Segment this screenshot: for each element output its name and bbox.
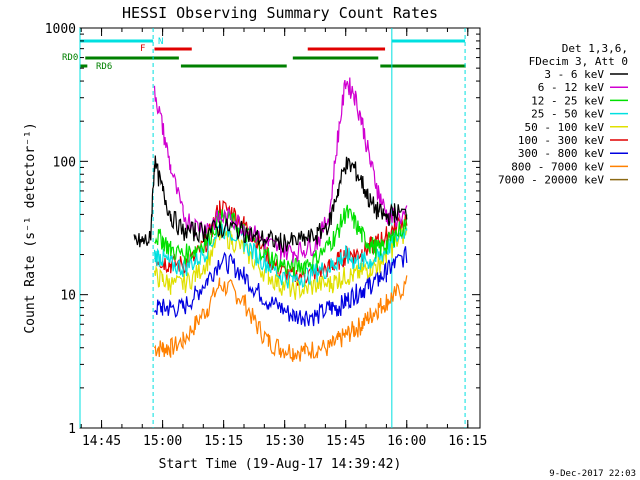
x-tick-label: 14:45 bbox=[82, 434, 121, 449]
series-line bbox=[153, 219, 408, 289]
flag-rd6-label: RD6 bbox=[96, 62, 112, 72]
flag-rd0-label: RD0 bbox=[62, 53, 78, 63]
series-lines bbox=[133, 77, 408, 362]
series-line bbox=[133, 155, 408, 253]
y-axis-label: Count Rate (s⁻¹ detector⁻¹) bbox=[23, 122, 38, 333]
y-tick-label: 10 bbox=[60, 289, 76, 304]
chart-title: HESSI Observing Summary Count Rates bbox=[122, 4, 438, 22]
series-line bbox=[153, 77, 408, 263]
mode-boundary-lines bbox=[79, 28, 466, 428]
series-line bbox=[154, 204, 408, 277]
footer-timestamp: 9-Dec-2017 22:03 bbox=[549, 469, 636, 479]
x-tick-label: 15:30 bbox=[265, 434, 304, 449]
y-tick-label: 1000 bbox=[45, 22, 76, 37]
x-tick-label: 15:45 bbox=[326, 434, 365, 449]
legend-label: 300 - 800 keV bbox=[518, 147, 604, 160]
y-tick-label: 1 bbox=[68, 422, 76, 437]
legend-label: 3 - 6 keV bbox=[544, 68, 604, 81]
flag-f-label: F bbox=[140, 44, 145, 54]
x-tick-label: 15:00 bbox=[143, 434, 182, 449]
y-tick-label: 100 bbox=[53, 155, 76, 170]
x-tick-label: 16:15 bbox=[448, 434, 487, 449]
legend-label: 25 - 50 keV bbox=[531, 108, 604, 121]
legend-label: 100 - 300 keV bbox=[518, 134, 604, 147]
flag-bars: N F RD0 RD6 bbox=[62, 37, 466, 72]
x-tick-label: 16:00 bbox=[387, 434, 426, 449]
legend-label: 12 - 25 keV bbox=[531, 94, 604, 107]
legend-label: 7000 - 20000 keV bbox=[498, 174, 604, 187]
flag-n-label: N bbox=[158, 37, 163, 47]
legend-label: 6 - 12 keV bbox=[538, 81, 605, 94]
series-line bbox=[153, 246, 408, 327]
legend-header-2: FDecim 3, Att 0 bbox=[529, 55, 628, 68]
legend-header-1: Det 1,3,6, bbox=[562, 42, 628, 55]
series-line bbox=[153, 275, 408, 362]
axes: 14:45 15:00 15:15 15:30 15:45 16:00 16:15 1 10 10… bbox=[45, 22, 488, 449]
legend-label: 50 - 100 keV bbox=[525, 121, 605, 134]
legend-label: 800 - 7000 keV bbox=[511, 160, 604, 173]
x-tick-label: 15:15 bbox=[204, 434, 243, 449]
x-axis-label: Start Time (19-Aug-17 14:39:42) bbox=[159, 457, 402, 472]
plot-frame bbox=[79, 27, 481, 429]
